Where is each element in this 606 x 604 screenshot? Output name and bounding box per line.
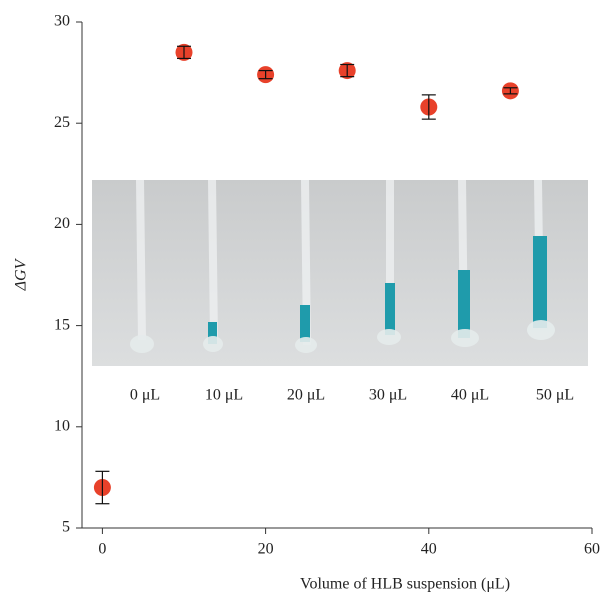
x-tick-label: 60 — [584, 541, 600, 558]
y-tick-label: 20 — [54, 215, 70, 232]
photo-label: 40 μL — [451, 387, 489, 404]
x-axis-label: Volume of HLB suspension (μL) — [300, 576, 510, 593]
x-tick-label: 20 — [258, 541, 274, 558]
x-tick-label: 40 — [421, 541, 437, 558]
photo-label: 30 μL — [369, 387, 407, 404]
y-tick-label: 30 — [54, 13, 70, 30]
y-axis-label: ΔGV — [13, 257, 30, 291]
photo-label: 20 μL — [287, 387, 325, 404]
inset-photo — [92, 179, 588, 366]
y-tick-label: 5 — [62, 519, 70, 536]
photo-label: 10 μL — [205, 387, 243, 404]
x-tick-label: 0 — [98, 541, 106, 558]
photo-label: 50 μL — [536, 387, 574, 404]
y-tick-label: 15 — [54, 316, 70, 333]
photo-label: 0 μL — [130, 387, 160, 404]
y-tick-label: 10 — [54, 417, 70, 434]
y-tick-label: 25 — [54, 114, 70, 131]
